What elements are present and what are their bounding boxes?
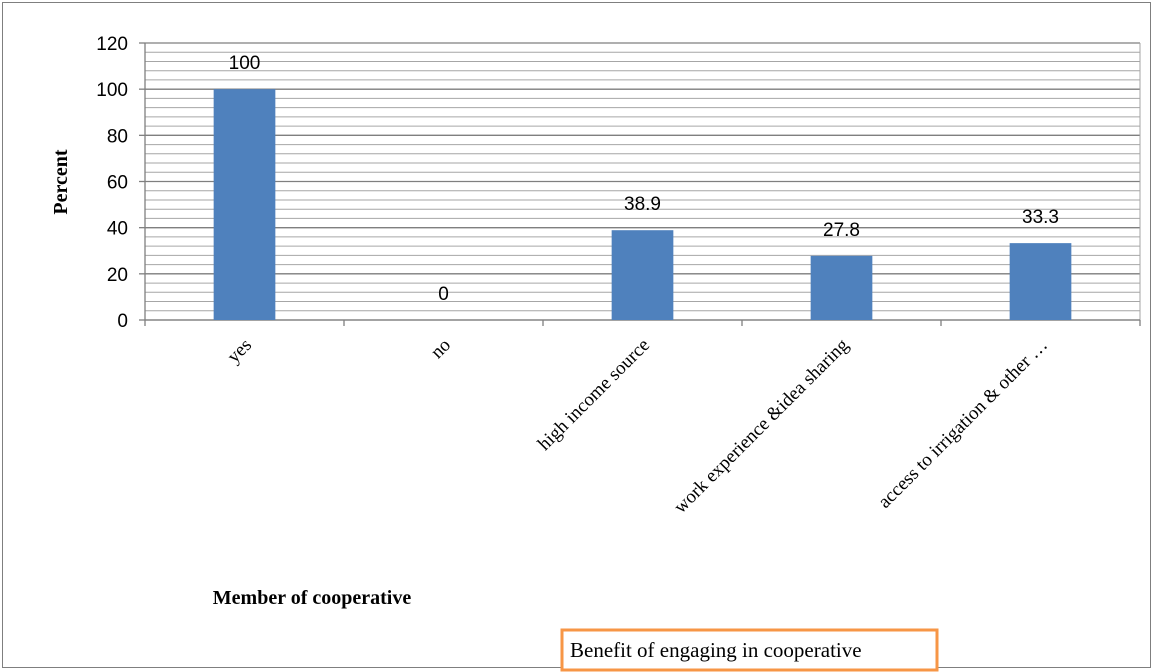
y-axis-title: Percent	[50, 149, 72, 214]
x-tick-label: work experience &idea sharing	[670, 334, 853, 517]
bar	[1009, 243, 1072, 320]
data-label: 27.8	[823, 220, 860, 241]
data-label: 38.9	[624, 194, 661, 215]
y-tick-label: 20	[107, 265, 128, 286]
bar	[611, 230, 674, 320]
y-tick-label: 80	[107, 126, 128, 147]
data-labels: 100 0 38.9 27.8 33.3	[229, 53, 1059, 305]
data-label: 0	[438, 284, 449, 305]
x-axis-title: Member of cooperative	[213, 587, 412, 609]
y-tick-label: 40	[107, 219, 128, 240]
x-tick-label: high income source	[534, 335, 654, 455]
y-axis-ticks: 0 20 40 60 80 100 120	[96, 34, 145, 332]
x-axis-ticks: yes no high income source work experience &…	[144, 320, 1141, 518]
bar	[810, 255, 873, 320]
x-tick-label: yes	[223, 335, 256, 368]
y-tick-label: 0	[117, 311, 128, 332]
bar	[213, 89, 276, 321]
annotation-text: Benefit of engaging in cooperative	[570, 638, 862, 662]
bars	[213, 89, 1072, 321]
data-label: 33.3	[1022, 207, 1059, 228]
x-tick-label: access to irrigation & other …	[874, 335, 1052, 513]
annotation-box	[560, 628, 939, 672]
y-tick-label: 60	[107, 173, 128, 194]
data-label: 100	[229, 53, 261, 74]
x-tick-label: no	[427, 335, 455, 363]
y-tick-label: 100	[96, 80, 128, 101]
y-tick-label: 120	[96, 34, 128, 55]
